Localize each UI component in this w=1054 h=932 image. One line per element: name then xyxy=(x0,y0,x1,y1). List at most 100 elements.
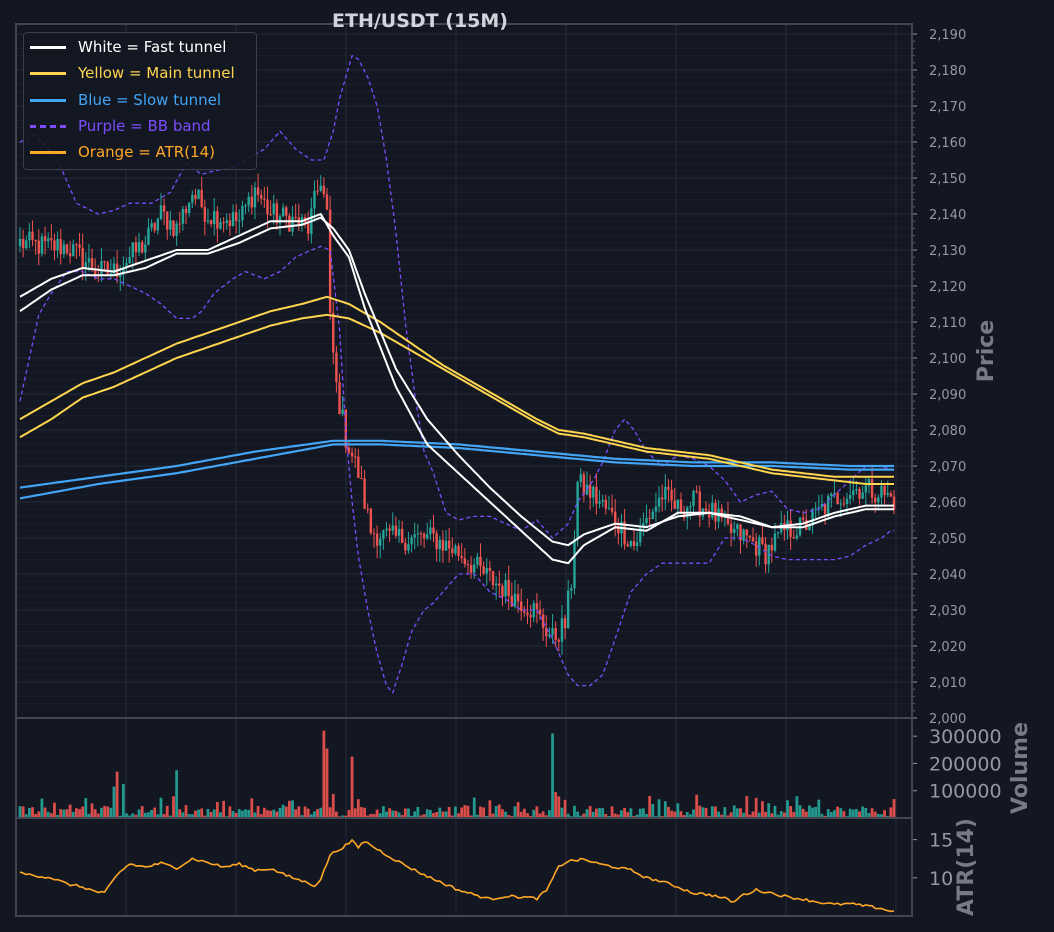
volume-bar xyxy=(497,804,501,818)
volume-bar xyxy=(441,811,445,818)
price-tick-label: 2,190 xyxy=(929,28,966,43)
volume-bar xyxy=(501,809,504,818)
volume-bar xyxy=(529,815,533,818)
candle-body xyxy=(347,447,351,453)
volume-bar xyxy=(281,804,285,818)
volume-bar xyxy=(37,811,41,818)
candle-body xyxy=(529,615,532,618)
volume-bar xyxy=(679,811,683,818)
volume-bar xyxy=(247,809,251,818)
candle-body xyxy=(516,593,520,602)
main-tunnel-line-0 xyxy=(19,295,894,478)
volume-bar xyxy=(388,808,392,818)
volume-bar xyxy=(109,807,113,818)
candle-body xyxy=(579,474,582,482)
candle-body xyxy=(852,490,855,496)
volume-bar xyxy=(56,815,59,818)
candle-body xyxy=(200,189,203,208)
candle-body xyxy=(704,508,708,511)
candle-body xyxy=(805,519,808,531)
candle-body xyxy=(870,479,874,498)
candle-body xyxy=(545,628,548,637)
candle-body xyxy=(557,639,561,642)
legend-swatch-fast xyxy=(30,45,66,49)
volume-bar xyxy=(413,811,417,818)
volume-bar xyxy=(309,814,313,818)
volume-bar xyxy=(554,792,558,818)
candle-body xyxy=(845,498,849,505)
candle-body xyxy=(213,211,216,224)
volume-bar xyxy=(861,806,865,818)
volume-bar xyxy=(206,809,210,818)
volume-bar xyxy=(159,797,163,818)
volume-bar xyxy=(175,770,179,818)
volume-bar xyxy=(463,805,467,818)
volume-bar xyxy=(46,811,50,818)
candle-body xyxy=(253,187,257,208)
volume-bar xyxy=(275,811,279,818)
legend-item-slow: Blue = Slow tunnel xyxy=(30,90,221,110)
volume-bar xyxy=(21,806,25,818)
volume-bar xyxy=(883,810,887,818)
price-tick-label: 2,100 xyxy=(929,352,966,367)
volume-bar xyxy=(194,810,197,818)
volume-bar xyxy=(466,805,470,818)
volume-bar xyxy=(369,813,373,818)
candle-body xyxy=(507,579,510,596)
volume-bar xyxy=(645,814,648,818)
candle-body xyxy=(144,244,147,253)
volume-bar xyxy=(118,815,122,818)
volume-bar xyxy=(150,809,153,818)
candle-body xyxy=(112,263,116,274)
candle-body xyxy=(122,267,125,275)
candle-body xyxy=(714,502,717,522)
volume-bar xyxy=(347,809,351,818)
volume-bar xyxy=(538,813,542,818)
volume-bar xyxy=(720,814,724,818)
legend: White = Fast tunnel Yellow = Main tunnel… xyxy=(23,32,257,170)
volume-bar xyxy=(889,807,893,818)
volume-bar xyxy=(288,800,291,818)
volume-bar xyxy=(410,815,413,818)
volume-bar xyxy=(692,809,695,818)
volume-bar xyxy=(178,809,182,818)
candle-body xyxy=(87,258,91,263)
volume-bar xyxy=(814,806,818,818)
volume-bar xyxy=(817,799,821,818)
volume-bar xyxy=(595,808,598,818)
volume-bar xyxy=(334,811,338,818)
candle-body xyxy=(84,262,87,269)
volume-bar xyxy=(826,809,830,818)
volume-bar xyxy=(34,813,38,818)
volume-bar xyxy=(858,811,861,818)
candle-body xyxy=(748,535,752,538)
candle-body xyxy=(172,220,175,236)
candle-body xyxy=(642,523,645,528)
volume-bar xyxy=(454,806,457,818)
candle-body xyxy=(745,529,748,536)
candle-body xyxy=(244,205,247,207)
candle-body xyxy=(789,520,792,538)
volume-bar xyxy=(231,811,235,818)
candle-body xyxy=(46,238,50,242)
candle-body xyxy=(410,537,413,545)
volume-bar xyxy=(764,811,767,818)
volume-bar xyxy=(482,807,486,818)
candle-body xyxy=(764,543,767,565)
volume-tick-label: 100000 xyxy=(929,781,1002,803)
volume-bar xyxy=(782,812,786,818)
candle-body xyxy=(197,189,200,199)
volume-bar xyxy=(438,807,442,818)
candle-body xyxy=(469,564,473,573)
candle-body xyxy=(535,603,539,610)
candle-body xyxy=(90,258,94,270)
candle-body xyxy=(291,216,294,232)
volume-bar xyxy=(425,809,429,818)
candle-body xyxy=(78,244,81,248)
candle-body xyxy=(476,556,479,565)
volume-bar xyxy=(761,801,764,818)
price-tick-label: 2,180 xyxy=(929,64,966,79)
candle-body xyxy=(667,486,670,490)
volume-bar xyxy=(40,798,44,818)
candle-body xyxy=(247,196,250,206)
